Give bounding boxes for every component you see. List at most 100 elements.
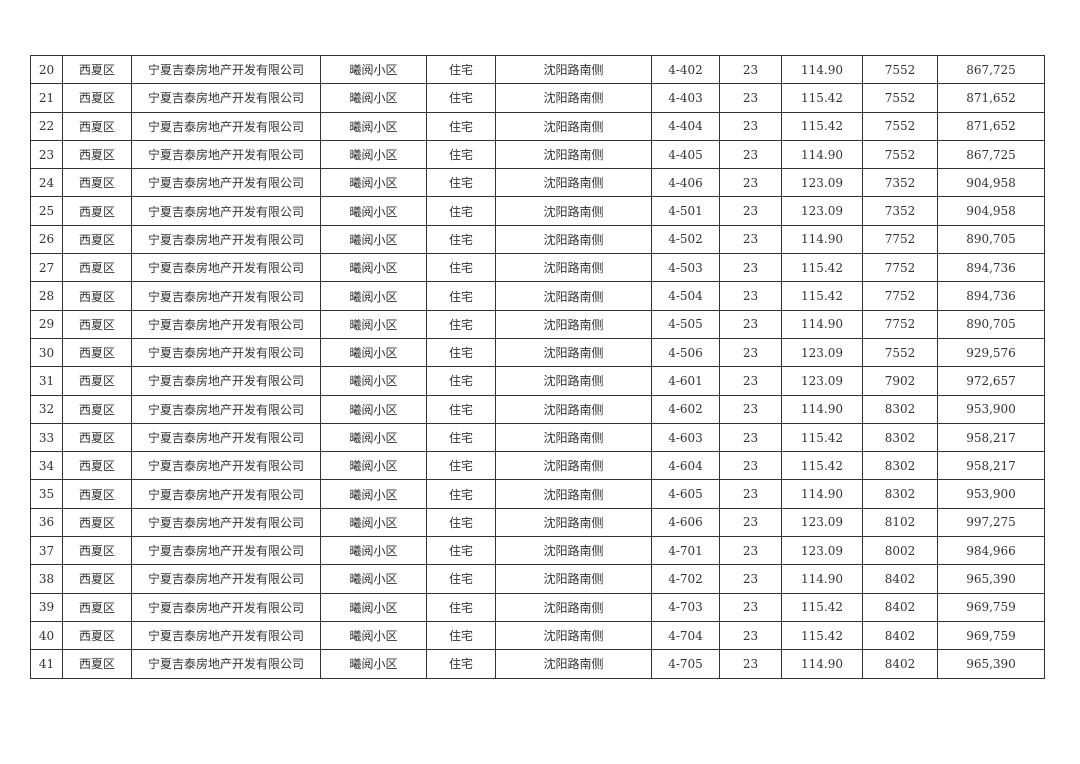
cell-total-price: 904,958 [937,196,1045,226]
cell-property-type: 住宅 [426,168,496,198]
table-row: 34 西夏区 宁夏吉泰房地产开发有限公司 曦阅小区 住宅 沈阳路南侧 4-604 23 115.… [30,451,1045,481]
cell-project-name: 曦阅小区 [320,564,427,594]
cell-location: 沈阳路南侧 [495,649,652,679]
cell-developer: 宁夏吉泰房地产开发有限公司 [131,224,321,255]
cell-unit-number: 4-402 [651,54,720,85]
table-row: 33 西夏区 宁夏吉泰房地产开发有限公司 曦阅小区 住宅 沈阳路南侧 4-603 23 115.… [30,422,1045,453]
cell-floors: 23 [719,224,782,255]
cell-project-name: 曦阅小区 [320,111,427,141]
cell-unit-number: 4-502 [651,224,720,255]
cell-row-number: 36 [30,507,63,538]
cell-row-number: 26 [30,224,63,255]
cell-district: 西夏区 [62,536,132,566]
cell-unit-number: 4-403 [651,83,720,113]
cell-project-name: 曦阅小区 [320,479,427,509]
cell-unit-price: 7352 [862,168,938,198]
cell-row-number: 32 [30,394,63,424]
cell-developer: 宁夏吉泰房地产开发有限公司 [131,83,321,113]
cell-project-name: 曦阅小区 [320,83,427,113]
cell-area: 115.42 [781,111,863,141]
table-row: 24 西夏区 宁夏吉泰房地产开发有限公司 曦阅小区 住宅 沈阳路南侧 4-406 23 123.… [30,168,1045,198]
cell-district: 西夏区 [62,422,132,453]
cell-total-price: 894,736 [937,281,1045,311]
table-row: 28 西夏区 宁夏吉泰房地产开发有限公司 曦阅小区 住宅 沈阳路南侧 4-504 23 115.… [30,281,1045,311]
cell-location: 沈阳路南侧 [495,394,652,424]
table-row: 39 西夏区 宁夏吉泰房地产开发有限公司 曦阅小区 住宅 沈阳路南侧 4-703 23 115.… [30,592,1045,622]
cell-total-price: 953,900 [937,394,1045,424]
cell-total-price: 969,759 [937,620,1045,651]
cell-location: 沈阳路南侧 [495,54,652,85]
cell-unit-price: 7552 [862,54,938,85]
cell-row-number: 20 [30,54,63,85]
cell-unit-number: 4-404 [651,111,720,141]
cell-location: 沈阳路南侧 [495,224,652,255]
cell-project-name: 曦阅小区 [320,620,427,651]
table-row: 41 西夏区 宁夏吉泰房地产开发有限公司 曦阅小区 住宅 沈阳路南侧 4-705 23 114.… [30,649,1045,679]
table-body: 20 西夏区 宁夏吉泰房地产开发有限公司 曦阅小区 住宅 沈阳路南侧 4-402 23 114.… [30,54,1045,679]
cell-row-number: 37 [30,536,63,566]
cell-unit-number: 4-503 [651,253,720,283]
table-row: 21 西夏区 宁夏吉泰房地产开发有限公司 曦阅小区 住宅 沈阳路南侧 4-403 23 115.… [30,83,1045,113]
cell-row-number: 31 [30,366,63,396]
cell-row-number: 41 [30,649,63,679]
cell-area: 123.09 [781,337,863,368]
cell-total-price: 871,652 [937,111,1045,141]
cell-location: 沈阳路南侧 [495,281,652,311]
cell-floors: 23 [719,54,782,85]
cell-total-price: 890,705 [937,309,1045,339]
cell-row-number: 38 [30,564,63,594]
cell-district: 西夏区 [62,83,132,113]
cell-unit-price: 8402 [862,620,938,651]
cell-project-name: 曦阅小区 [320,507,427,538]
cell-developer: 宁夏吉泰房地产开发有限公司 [131,139,321,170]
cell-developer: 宁夏吉泰房地产开发有限公司 [131,253,321,283]
cell-district: 西夏区 [62,479,132,509]
cell-developer: 宁夏吉泰房地产开发有限公司 [131,422,321,453]
cell-developer: 宁夏吉泰房地产开发有限公司 [131,451,321,481]
cell-district: 西夏区 [62,451,132,481]
cell-area: 115.42 [781,592,863,622]
cell-floors: 23 [719,309,782,339]
cell-total-price: 965,390 [937,649,1045,679]
cell-unit-number: 4-603 [651,422,720,453]
cell-total-price: 894,736 [937,253,1045,283]
cell-row-number: 33 [30,422,63,453]
cell-unit-number: 4-601 [651,366,720,396]
cell-unit-price: 7552 [862,83,938,113]
cell-unit-number: 4-701 [651,536,720,566]
cell-property-type: 住宅 [426,479,496,509]
cell-property-type: 住宅 [426,281,496,311]
cell-project-name: 曦阅小区 [320,54,427,85]
cell-unit-number: 4-604 [651,451,720,481]
cell-row-number: 28 [30,281,63,311]
cell-total-price: 997,275 [937,507,1045,538]
cell-location: 沈阳路南侧 [495,83,652,113]
cell-floors: 23 [719,564,782,594]
cell-location: 沈阳路南侧 [495,139,652,170]
cell-floors: 23 [719,111,782,141]
cell-district: 西夏区 [62,196,132,226]
cell-floors: 23 [719,592,782,622]
cell-location: 沈阳路南侧 [495,253,652,283]
cell-location: 沈阳路南侧 [495,422,652,453]
cell-area: 114.90 [781,479,863,509]
cell-unit-price: 7552 [862,337,938,368]
cell-floors: 23 [719,649,782,679]
cell-unit-price: 7752 [862,224,938,255]
cell-floors: 23 [719,337,782,368]
cell-district: 西夏区 [62,139,132,170]
cell-project-name: 曦阅小区 [320,337,427,368]
cell-property-type: 住宅 [426,451,496,481]
cell-district: 西夏区 [62,168,132,198]
table-row: 38 西夏区 宁夏吉泰房地产开发有限公司 曦阅小区 住宅 沈阳路南侧 4-702 23 114.… [30,564,1045,594]
cell-developer: 宁夏吉泰房地产开发有限公司 [131,564,321,594]
cell-floors: 23 [719,479,782,509]
cell-project-name: 曦阅小区 [320,592,427,622]
table-row: 25 西夏区 宁夏吉泰房地产开发有限公司 曦阅小区 住宅 沈阳路南侧 4-501 23 123.… [30,196,1045,226]
cell-district: 西夏区 [62,366,132,396]
cell-total-price: 890,705 [937,224,1045,255]
cell-district: 西夏区 [62,111,132,141]
cell-location: 沈阳路南侧 [495,564,652,594]
cell-floors: 23 [719,394,782,424]
cell-district: 西夏区 [62,620,132,651]
